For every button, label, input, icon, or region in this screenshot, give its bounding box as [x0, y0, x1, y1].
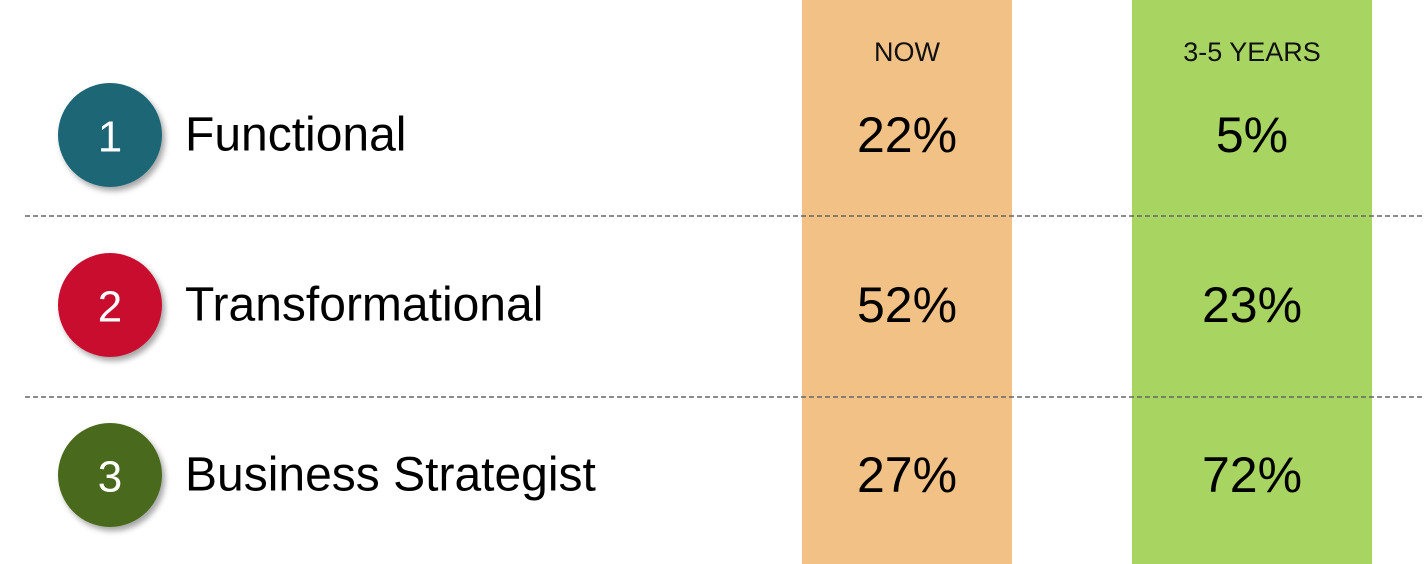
later-value: 72%	[1202, 447, 1302, 503]
row-label: Transformational	[185, 279, 543, 332]
badge-number: 2	[98, 283, 122, 332]
later-column	[1132, 0, 1372, 564]
number-badge	[58, 83, 162, 187]
later-value: 23%	[1202, 277, 1302, 333]
badge-number: 3	[98, 453, 122, 502]
column-header: NOW	[874, 37, 941, 67]
number-badge	[58, 253, 162, 357]
now-value: 27%	[857, 447, 957, 503]
later-value: 5%	[1216, 107, 1288, 163]
column-header: 3-5 YEARS	[1183, 37, 1321, 67]
badge-number: 1	[98, 113, 122, 162]
row-label: Functional	[185, 109, 406, 162]
now-column	[802, 0, 1012, 564]
now-value: 22%	[857, 107, 957, 163]
number-badge	[58, 423, 162, 527]
row-label: Business Strategist	[185, 449, 596, 502]
rows: 1 Functional 22% 5% 2 Transformational 52% 23% 3…	[58, 83, 1302, 527]
now-value: 52%	[857, 277, 957, 333]
